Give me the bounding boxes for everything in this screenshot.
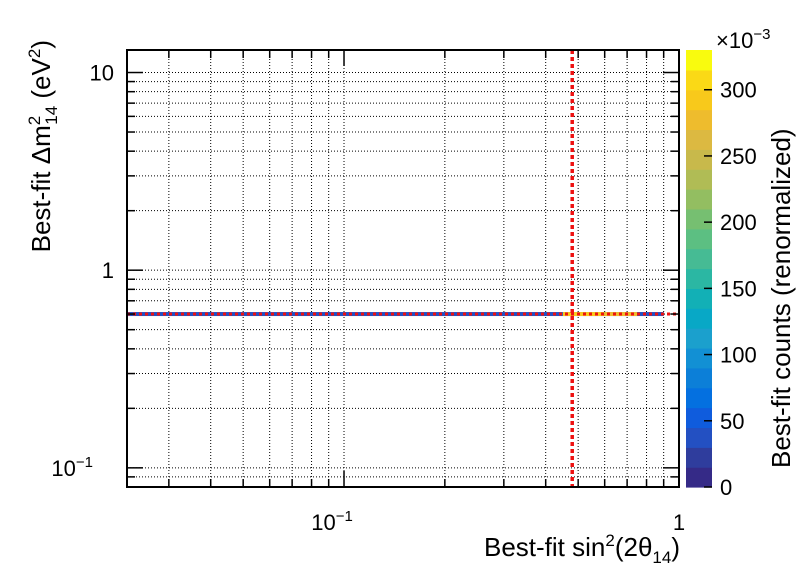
color-bar-segment bbox=[686, 387, 712, 409]
color-bar-segment bbox=[686, 189, 712, 210]
color-bar-segment bbox=[686, 89, 712, 111]
color-bar-segment bbox=[686, 427, 712, 448]
color-bar: 0 50 100 150 200 250 300 bbox=[686, 50, 757, 500]
color-bar-tick-label: 0 bbox=[720, 475, 732, 500]
color-bar-segment bbox=[686, 328, 712, 349]
color-bar-tick-label: 100 bbox=[720, 343, 757, 368]
x-tick-label: 1 bbox=[673, 510, 685, 535]
color-bar-segment bbox=[686, 248, 712, 270]
x-axis-label: Best-fit sin2(2θ14) bbox=[484, 531, 680, 567]
color-bar-segment bbox=[686, 109, 712, 131]
color-bar-multiplier: ×10−3 bbox=[716, 26, 770, 53]
color-bar-segment bbox=[686, 169, 712, 190]
y-tick-label: 10−1 bbox=[51, 454, 93, 481]
y-tick-label: 10 bbox=[90, 61, 114, 86]
color-bar-segment bbox=[686, 69, 712, 91]
color-bar-segment bbox=[686, 50, 712, 71]
color-bar-segment bbox=[686, 467, 712, 488]
color-bar-segment bbox=[686, 228, 712, 250]
y-tick-label: 1 bbox=[102, 258, 114, 283]
best-fit-lines bbox=[127, 50, 679, 487]
color-bar-segment bbox=[686, 208, 712, 230]
color-bar-segment bbox=[686, 367, 712, 389]
color-bar-segment bbox=[686, 347, 712, 369]
color-bar-segment bbox=[686, 447, 712, 468]
color-bar-tick-label: 150 bbox=[720, 276, 757, 301]
x-tick-label: 10−1 bbox=[311, 508, 353, 535]
color-bar-tick-label: 200 bbox=[720, 210, 757, 235]
color-bar-segment bbox=[686, 129, 712, 150]
y-axis-label: Best-fit Δm214 (eV2) bbox=[25, 40, 61, 252]
color-bar-segment bbox=[686, 407, 712, 429]
axis-ticks bbox=[127, 50, 680, 488]
tick-labels: 10−1 1 10−1 1 10 bbox=[51, 61, 685, 535]
grid bbox=[127, 50, 680, 488]
color-bar-tick-label: 250 bbox=[720, 144, 757, 169]
plot-frame bbox=[126, 49, 680, 488]
color-bar-label: Best-fit counts (renormalized) bbox=[766, 128, 796, 468]
color-bar-tick-label: 50 bbox=[720, 409, 744, 434]
heatmap-cell bbox=[127, 312, 664, 317]
color-bar-segment bbox=[686, 149, 712, 170]
color-bar-segment bbox=[686, 288, 712, 309]
color-bar-tick-label: 300 bbox=[720, 78, 757, 103]
color-bar-segment bbox=[686, 308, 712, 329]
color-bar-segment bbox=[686, 268, 712, 289]
